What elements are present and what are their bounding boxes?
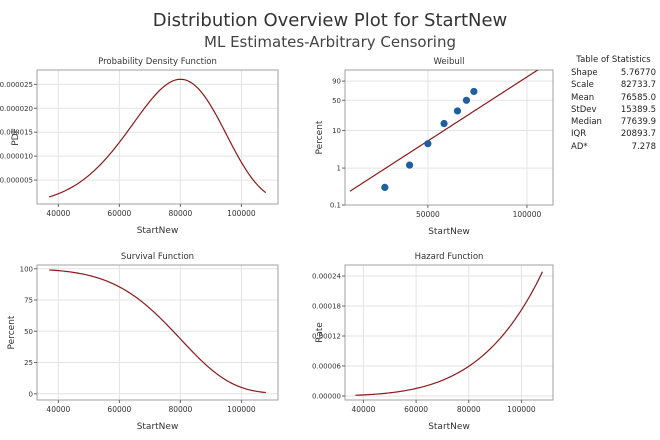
plot4-y-tick-label: 0.00018 — [312, 303, 341, 311]
statistics-row-iqr: IQR 20893.7 — [571, 128, 656, 140]
plot2-x-tick-label: 100000 — [513, 210, 542, 219]
chart-subtitle: ML Estimates-Arbitrary Censoring — [204, 33, 456, 51]
plot2-y-tick-label: 10 — [332, 127, 341, 135]
plot3-frame — [36, 264, 279, 401]
plot1-frame — [36, 69, 279, 205]
plot4-y-tick-label: 0.00006 — [312, 363, 341, 371]
plot1-x-tick-label: 60000 — [107, 209, 131, 218]
plot4-y-tick-label: 0.00012 — [312, 333, 341, 341]
plot3-y-tick-label: 0 — [29, 390, 33, 398]
plot1-x-axis-label: StartNew — [137, 226, 179, 236]
plot2-data-point — [453, 107, 462, 115]
statistics-row-mean: Mean 76585.0 — [571, 92, 656, 104]
plot3-x-tick-label: 40000 — [46, 405, 70, 414]
plot2-y-tick-label: 1 — [337, 165, 341, 173]
plot2-data-point — [470, 87, 478, 96]
plot4-y-axis-label: Rate — [315, 322, 325, 343]
statistics-value: 15389.5 — [620, 104, 656, 115]
plot2-title: Weibull — [433, 57, 464, 67]
plot4-curve — [355, 271, 544, 396]
plot3-y-axis-label: Percent — [7, 315, 17, 349]
statistics-rows: Shape 5.76770 Scale 82733.7 Mean 76585.0 StDev… — [571, 67, 656, 153]
chart-title: Distribution Overview Plot for StartNew — [152, 10, 508, 31]
statistics-row-ad: AD* 7.278 — [571, 141, 656, 153]
plot2-x-axis-label: StartNew — [428, 227, 470, 237]
plot2-frame — [344, 69, 554, 206]
statistics-label: AD* — [571, 141, 588, 152]
statistics-row-scale: Scale 82733.7 — [571, 79, 656, 91]
plot1-y-tick-label: 0.000010 — [0, 153, 33, 161]
plot3-x-tick-label: 100000 — [227, 405, 256, 414]
statistics-row-median: Median 77639.9 — [571, 116, 656, 128]
plot3-x-tick-label: 60000 — [107, 405, 131, 414]
plot1-y-tick-label: 0.000020 — [0, 105, 33, 113]
plot3-y-tick-label: 50 — [24, 328, 33, 336]
statistics-value: 5.76770 — [620, 68, 656, 78]
plot2-y-axis-label: Percent — [315, 120, 325, 154]
plot3-curve — [49, 269, 266, 394]
plot4-x-axis-label: StartNew — [428, 422, 470, 432]
plot1-curve — [49, 78, 267, 198]
plot3-y-tick-label: 25 — [24, 359, 33, 367]
plot4-x-tick-label: 60000 — [404, 405, 428, 414]
plot4-x-tick-label: 100000 — [507, 405, 536, 414]
statistics-value: 77639.9 — [620, 117, 656, 128]
plot1-y-tick-label: 0.000015 — [0, 129, 33, 137]
statistics-row-stdev: StDev 15389.5 — [571, 104, 656, 116]
plot2-y-tick-label: 90 — [332, 78, 341, 86]
statistics-label: Shape — [571, 68, 598, 78]
statistics-table: Table of Statistics Shape 5.76770 Scale 827… — [571, 55, 656, 153]
plot1-y-tick-label: 0.000025 — [0, 81, 33, 89]
plot1-x-tick-label: 80000 — [168, 209, 192, 218]
plot2-data-point — [406, 161, 414, 169]
plot2-data-point — [440, 119, 448, 128]
statistics-value: 76585.0 — [620, 92, 656, 103]
plot1-y-axis-label: PDF — [11, 128, 21, 146]
plot3-x-axis-label: StartNew — [137, 422, 179, 432]
plot4-y-tick-label: 0.00024 — [312, 273, 341, 281]
plot2-y-tick-label: 0.1 — [330, 202, 341, 210]
statistics-value: 82733.7 — [620, 80, 656, 91]
statistics-label: Median — [571, 117, 602, 128]
plot4-x-tick-label: 80000 — [457, 405, 481, 414]
plot4-frame — [344, 264, 554, 401]
plot2-fit-line — [349, 70, 539, 192]
plot2-data-point — [462, 96, 471, 104]
plot3-title: Survival Function — [121, 252, 194, 262]
plot3-x-tick-label: 80000 — [168, 405, 192, 414]
statistics-label: Mean — [571, 92, 595, 103]
plot3-y-tick-label: 100 — [20, 265, 33, 273]
plot1-title: Probability Density Function — [98, 57, 217, 67]
plot1-y-tick-label: 0.000005 — [0, 177, 33, 185]
statistics-label: StDev — [571, 104, 597, 115]
plot2-x-tick-label: 50000 — [416, 210, 440, 219]
plot2-y-tick-label: 50 — [332, 97, 341, 105]
plot4-x-tick-label: 40000 — [352, 405, 376, 414]
plot1-x-tick-label: 100000 — [227, 209, 256, 218]
plot3-y-tick-label: 75 — [24, 297, 33, 305]
statistics-table-title: Table of Statistics — [576, 55, 651, 65]
plot4-y-tick-label: 0.00000 — [312, 393, 341, 401]
statistics-value: 20893.7 — [620, 129, 656, 140]
plot4-title: Hazard Function — [415, 252, 484, 262]
statistics-row-shape: Shape 5.76770 — [571, 67, 656, 79]
statistics-label: Scale — [571, 80, 594, 91]
plot2-data-point — [424, 140, 432, 148]
plot1-x-tick-label: 40000 — [46, 209, 70, 218]
plot2-data-point — [381, 183, 389, 191]
statistics-label: IQR — [571, 129, 587, 140]
statistics-value: 7.278 — [631, 141, 656, 152]
